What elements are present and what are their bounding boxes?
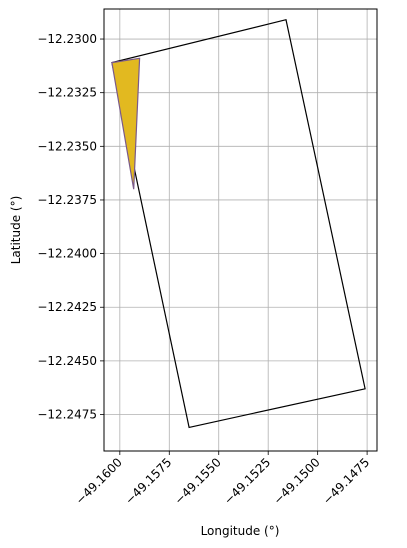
x-axis-label: Longitude (°)	[201, 524, 280, 538]
y-tick-label: −12.2300	[37, 32, 97, 46]
grid	[104, 9, 377, 451]
y-axis-ticks: −12.2300 −12.2325 −12.2350 −12.2375 −12.2400…	[37, 32, 104, 422]
plot-frame	[103, 8, 378, 452]
polygons	[111, 18, 366, 429]
x-tick-label: −49.1475	[320, 455, 372, 507]
plot-background	[104, 9, 377, 451]
y-tick-label: −12.2375	[37, 193, 97, 207]
y-tick-label: −12.2450	[37, 354, 97, 368]
x-tick-label: −49.1575	[122, 455, 174, 507]
y-tick-label: −12.2325	[37, 86, 97, 100]
x-tick-label: −49.1500	[271, 455, 323, 507]
y-tick-label: −12.2400	[37, 247, 97, 261]
y-axis-label: Latitude (°)	[9, 196, 23, 265]
outline-polygon	[111, 18, 366, 429]
y-tick-label: −12.2350	[37, 139, 97, 153]
x-tick-label: −49.1525	[221, 455, 273, 507]
y-tick-label: −12.2475	[37, 408, 97, 422]
highlight-polygon	[111, 57, 141, 190]
y-tick-label: −12.2425	[37, 300, 97, 314]
x-axis-ticks: −49.1600−49.1575−49.1550−49.1525−49.1500…	[73, 451, 372, 507]
x-tick-label: −49.1550	[172, 455, 224, 507]
x-tick-label: −49.1600	[73, 455, 125, 507]
